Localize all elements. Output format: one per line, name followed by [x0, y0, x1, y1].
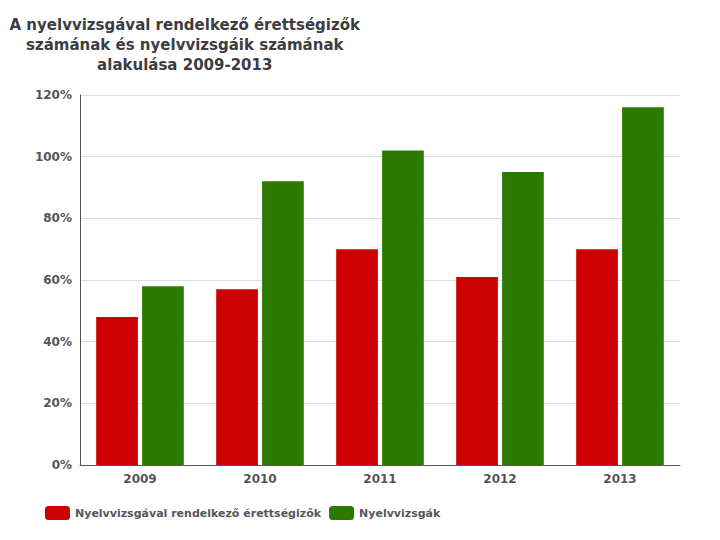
svg-text:2013: 2013: [603, 472, 636, 486]
svg-text:Nyelvvizsgával rendelkező éret: Nyelvvizsgával rendelkező érettségizők: [75, 507, 322, 520]
svg-text:40%: 40%: [43, 335, 72, 349]
svg-text:A nyelvvizsgával rendelkező ér: A nyelvvizsgával rendelkező érettségizők: [10, 16, 361, 34]
svg-text:80%: 80%: [43, 211, 72, 225]
svg-text:számának és nyelvvizsgáik szám: számának és nyelvvizsgáik számának: [26, 36, 345, 54]
svg-text:2010: 2010: [243, 472, 276, 486]
svg-text:0%: 0%: [52, 458, 72, 472]
svg-text:100%: 100%: [35, 150, 72, 164]
svg-text:120%: 120%: [35, 88, 72, 102]
svg-text:60%: 60%: [43, 273, 72, 287]
svg-text:20%: 20%: [43, 396, 72, 410]
svg-text:2011: 2011: [363, 472, 396, 486]
svg-text:2009: 2009: [123, 472, 156, 486]
svg-text:2012: 2012: [483, 472, 516, 486]
svg-text:alakulása 2009-2013: alakulása 2009-2013: [97, 56, 272, 74]
svg-text:Nyelvvizsgák: Nyelvvizsgák: [359, 507, 441, 520]
